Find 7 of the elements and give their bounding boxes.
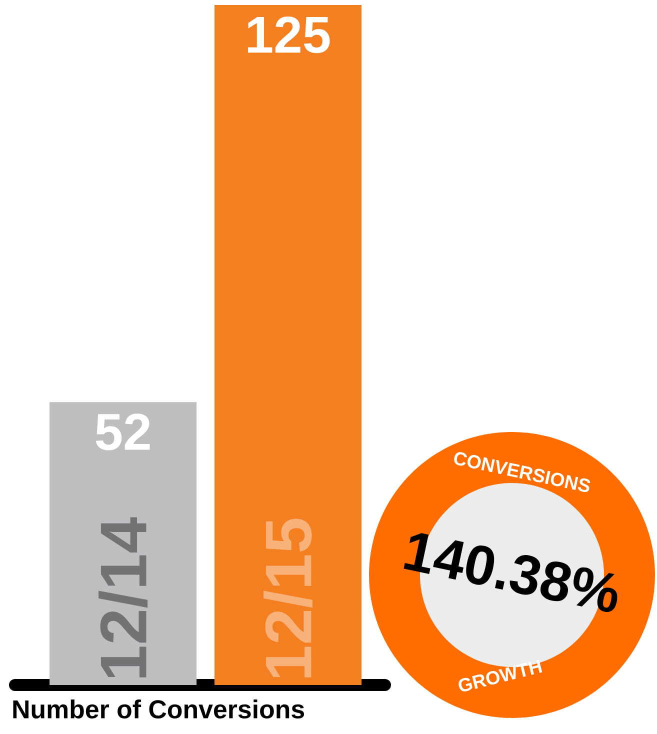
x-tick-label: 12/15	[264, 518, 312, 678]
x-tick-label: 12/14	[98, 517, 148, 678]
x-axis-title: Number of Conversions	[13, 700, 304, 719]
text: 140.38%	[404, 533, 618, 612]
data-label: 52	[96, 414, 150, 450]
text: GROWTH	[458, 660, 542, 692]
data-label: 125	[248, 16, 330, 54]
